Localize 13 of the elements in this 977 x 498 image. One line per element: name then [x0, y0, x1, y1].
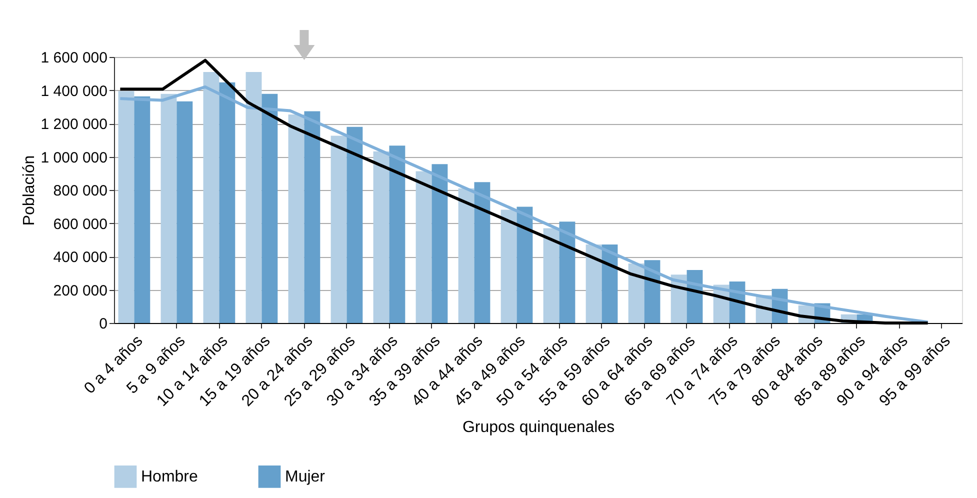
y-tick-label: 1 600 000	[40, 50, 108, 66]
y-tick-label: 1 400 000	[40, 82, 108, 100]
y-tick-label: 200 000	[53, 282, 108, 300]
y-tick-label: 1 000 000	[40, 149, 108, 166]
legend-label: Hombre	[141, 468, 198, 486]
y-tick-label: 400 000	[53, 249, 108, 266]
y-axis-title: Población	[20, 155, 38, 226]
x-axis-title: Grupos quinquenales	[462, 419, 615, 436]
y-tick-label: 1 200 000	[40, 116, 108, 133]
y-tick-label: 800 000	[53, 182, 108, 200]
legend-label: Mujer	[285, 468, 326, 486]
y-tick-label: 0	[99, 316, 108, 332]
y-tick-label: 600 000	[53, 216, 108, 233]
